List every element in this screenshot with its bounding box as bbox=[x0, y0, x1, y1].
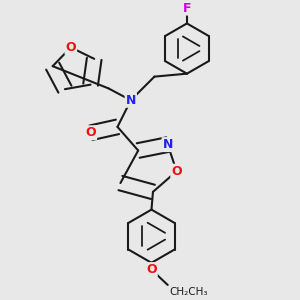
Text: F: F bbox=[183, 2, 191, 15]
Text: O: O bbox=[171, 165, 182, 178]
Text: CH₂CH₃: CH₂CH₃ bbox=[169, 287, 208, 297]
Text: O: O bbox=[65, 41, 76, 54]
Text: O: O bbox=[146, 263, 157, 276]
Text: O: O bbox=[85, 126, 96, 139]
Text: N: N bbox=[126, 94, 136, 107]
Text: N: N bbox=[163, 138, 173, 151]
